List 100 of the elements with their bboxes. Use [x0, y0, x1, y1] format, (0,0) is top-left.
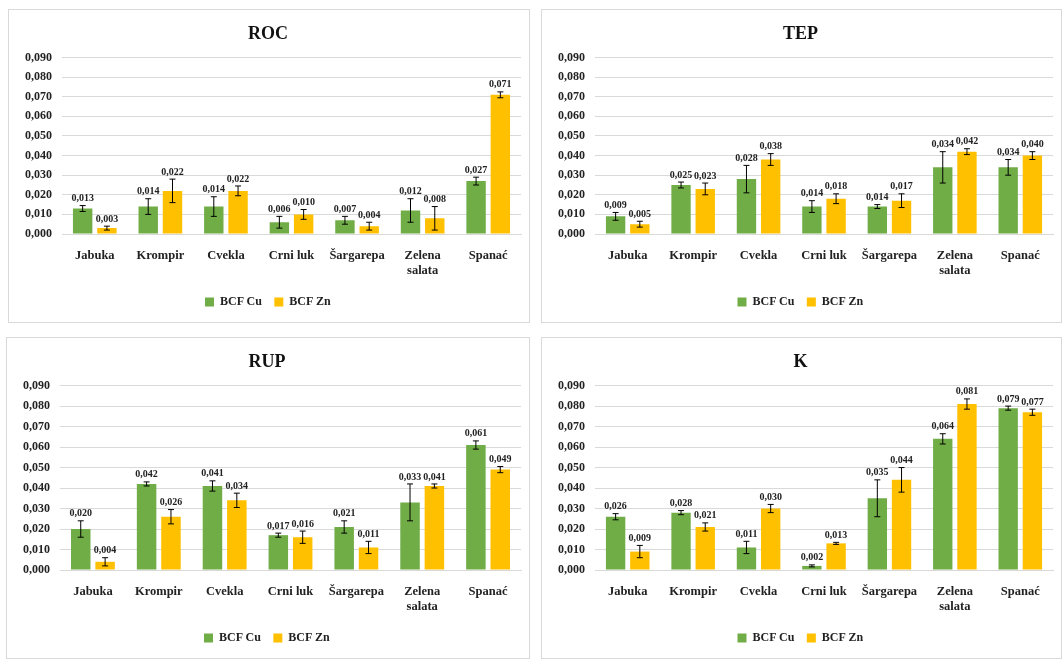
y-tick-label: 0,090	[25, 49, 52, 64]
data-label: 0,030	[759, 491, 782, 503]
data-label: 0,034	[996, 146, 1020, 158]
data-label: 0,041	[201, 467, 224, 479]
data-label: 0,061	[464, 427, 488, 439]
bar	[268, 535, 289, 570]
bar	[760, 159, 781, 234]
y-tick-label: 0,050	[558, 459, 585, 474]
bar	[671, 512, 691, 570]
bar	[867, 206, 888, 234]
x-tick-label: Cvekla	[207, 247, 246, 262]
x-tick-label: Jabuka	[74, 247, 116, 262]
y-tick-label: 0,080	[558, 69, 585, 84]
bar	[359, 226, 379, 234]
x-tick-label: Spanać	[1000, 247, 1041, 262]
data-label: 0,064	[931, 420, 954, 432]
data-label: 0,021	[694, 509, 717, 521]
bar	[466, 445, 486, 570]
x-tick-label: Spanać	[468, 247, 509, 262]
y-tick-label: 0,070	[558, 88, 585, 103]
data-label: 0,013	[71, 192, 94, 204]
data-label: 0,004	[357, 208, 381, 220]
y-tick-label: 0,030	[558, 167, 585, 182]
bar	[933, 167, 953, 234]
bar	[1022, 155, 1043, 234]
legend-label: BCF Cu	[218, 630, 262, 645]
x-tick-label: Krompir	[669, 583, 718, 598]
data-label: 0,014	[866, 191, 889, 203]
bar	[161, 516, 181, 570]
y-tick-label: 0,010	[25, 206, 52, 221]
y-tick-label: 0,040	[558, 480, 585, 495]
x-tick-label: Zelena salata	[404, 247, 442, 277]
data-label: 0,017	[890, 180, 913, 192]
bar	[957, 404, 977, 570]
data-label: 0,016	[291, 517, 314, 529]
x-tick-label: Krompir	[134, 583, 184, 598]
bar	[933, 438, 953, 570]
y-tick-label: 0,010	[558, 206, 585, 221]
bar	[671, 185, 691, 234]
bar	[292, 537, 313, 570]
data-label: 0,049	[489, 453, 512, 465]
bar	[630, 551, 650, 570]
x-tick-label: Cvekla	[205, 583, 245, 598]
x-tick-label: Šargarepa	[861, 247, 918, 262]
legend-label: BCF Zn	[289, 294, 331, 309]
bar	[891, 200, 912, 234]
data-label: 0,009	[604, 199, 627, 211]
data-label: 0,010	[292, 196, 315, 208]
y-tick-label: 0,080	[23, 398, 50, 413]
y-tick-label: 0,060	[25, 108, 52, 123]
data-label: 0,006	[268, 202, 291, 214]
bar	[1022, 412, 1043, 570]
bar	[400, 210, 421, 234]
x-tick-label: Crni luk	[268, 247, 315, 262]
bar	[605, 216, 626, 234]
data-label: 0,034	[225, 479, 249, 491]
bar	[204, 206, 224, 234]
data-label: 0,033	[398, 470, 422, 482]
data-label: 0,044	[890, 454, 913, 466]
x-tick-label: Jabuka	[607, 247, 649, 262]
data-label: 0,028	[669, 497, 693, 509]
bar	[867, 498, 888, 570]
bar	[227, 500, 247, 570]
x-tick-label: Cvekla	[739, 247, 779, 262]
x-tick-label: Spanać	[1000, 583, 1041, 598]
bar	[630, 224, 650, 234]
bar	[998, 408, 1018, 570]
x-tick-label: Crni luk	[267, 583, 314, 598]
y-tick-label: 0,010	[23, 541, 50, 556]
x-tick-label: Crni luk	[801, 247, 847, 262]
data-label: 0,014	[800, 187, 824, 199]
data-label: 0,020	[69, 507, 92, 519]
bar	[998, 167, 1018, 234]
bar	[293, 214, 314, 234]
bar	[891, 479, 912, 570]
x-tick-label: Krompir	[669, 247, 718, 262]
data-label: 0,022	[226, 172, 250, 184]
data-label: 0,014	[202, 183, 226, 195]
bar	[162, 190, 183, 234]
bar	[490, 469, 510, 570]
data-label: 0,007	[333, 202, 357, 214]
y-tick-label: 0,030	[23, 500, 50, 515]
data-label: 0,012	[399, 185, 422, 197]
data-label: 0,040	[1021, 138, 1044, 150]
y-tick-label: 0,070	[558, 418, 585, 433]
y-tick-label: 0,030	[558, 500, 585, 515]
y-tick-label: 0,060	[558, 439, 585, 454]
x-tick-label: Krompir	[136, 247, 185, 262]
bar	[605, 516, 626, 570]
x-tick-label: Zelena salata	[404, 583, 442, 613]
bar	[71, 529, 91, 570]
y-tick-label: 0,060	[23, 439, 50, 454]
data-label: 0,028	[735, 151, 758, 163]
y-tick-label: 0,000	[23, 562, 50, 577]
bar	[826, 543, 846, 570]
y-tick-label: 0,090	[558, 377, 585, 392]
data-label: 0,009	[628, 531, 652, 543]
bar	[228, 190, 248, 234]
x-tick-label: Šargarepa	[861, 583, 918, 598]
bar	[490, 94, 511, 234]
